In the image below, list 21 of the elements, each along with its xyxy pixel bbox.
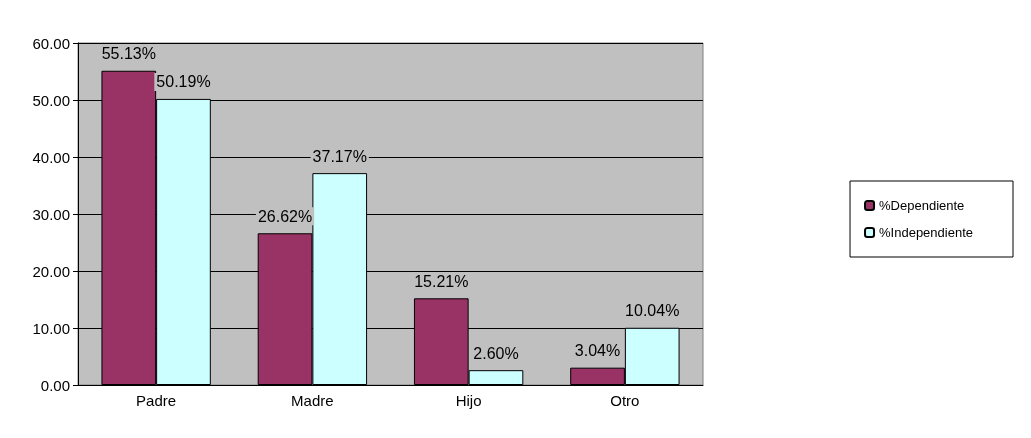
legend-label: %Dependiente	[879, 198, 965, 213]
y-tick-label: 30.00	[32, 205, 70, 223]
y-tick-label: 20.00	[32, 262, 70, 280]
data-label: 50.19%	[156, 73, 211, 91]
data-label: 3.04%	[574, 342, 621, 360]
data-label: 37.17%	[312, 147, 367, 165]
data-label: 10.04%	[625, 302, 680, 320]
y-tick-label: 10.00	[32, 319, 70, 337]
data-label: 26.62%	[257, 207, 313, 225]
x-tick-label: Madre	[291, 392, 334, 409]
y-tick-label: 40.00	[32, 148, 70, 166]
legend-label: %Independiente	[879, 225, 974, 240]
y-tick-label: 60.00	[32, 34, 70, 52]
data-label: 55.13%	[101, 45, 156, 63]
x-tick-label: Otro	[610, 392, 640, 409]
y-tick-label: 0.00	[40, 376, 70, 394]
x-tick-label: Padre	[136, 392, 177, 409]
y-tick-label: 50.00	[32, 91, 70, 109]
data-label: 15.21%	[414, 272, 469, 290]
data-label: 2.60%	[473, 344, 519, 362]
x-tick-label: Hijo	[455, 392, 482, 409]
